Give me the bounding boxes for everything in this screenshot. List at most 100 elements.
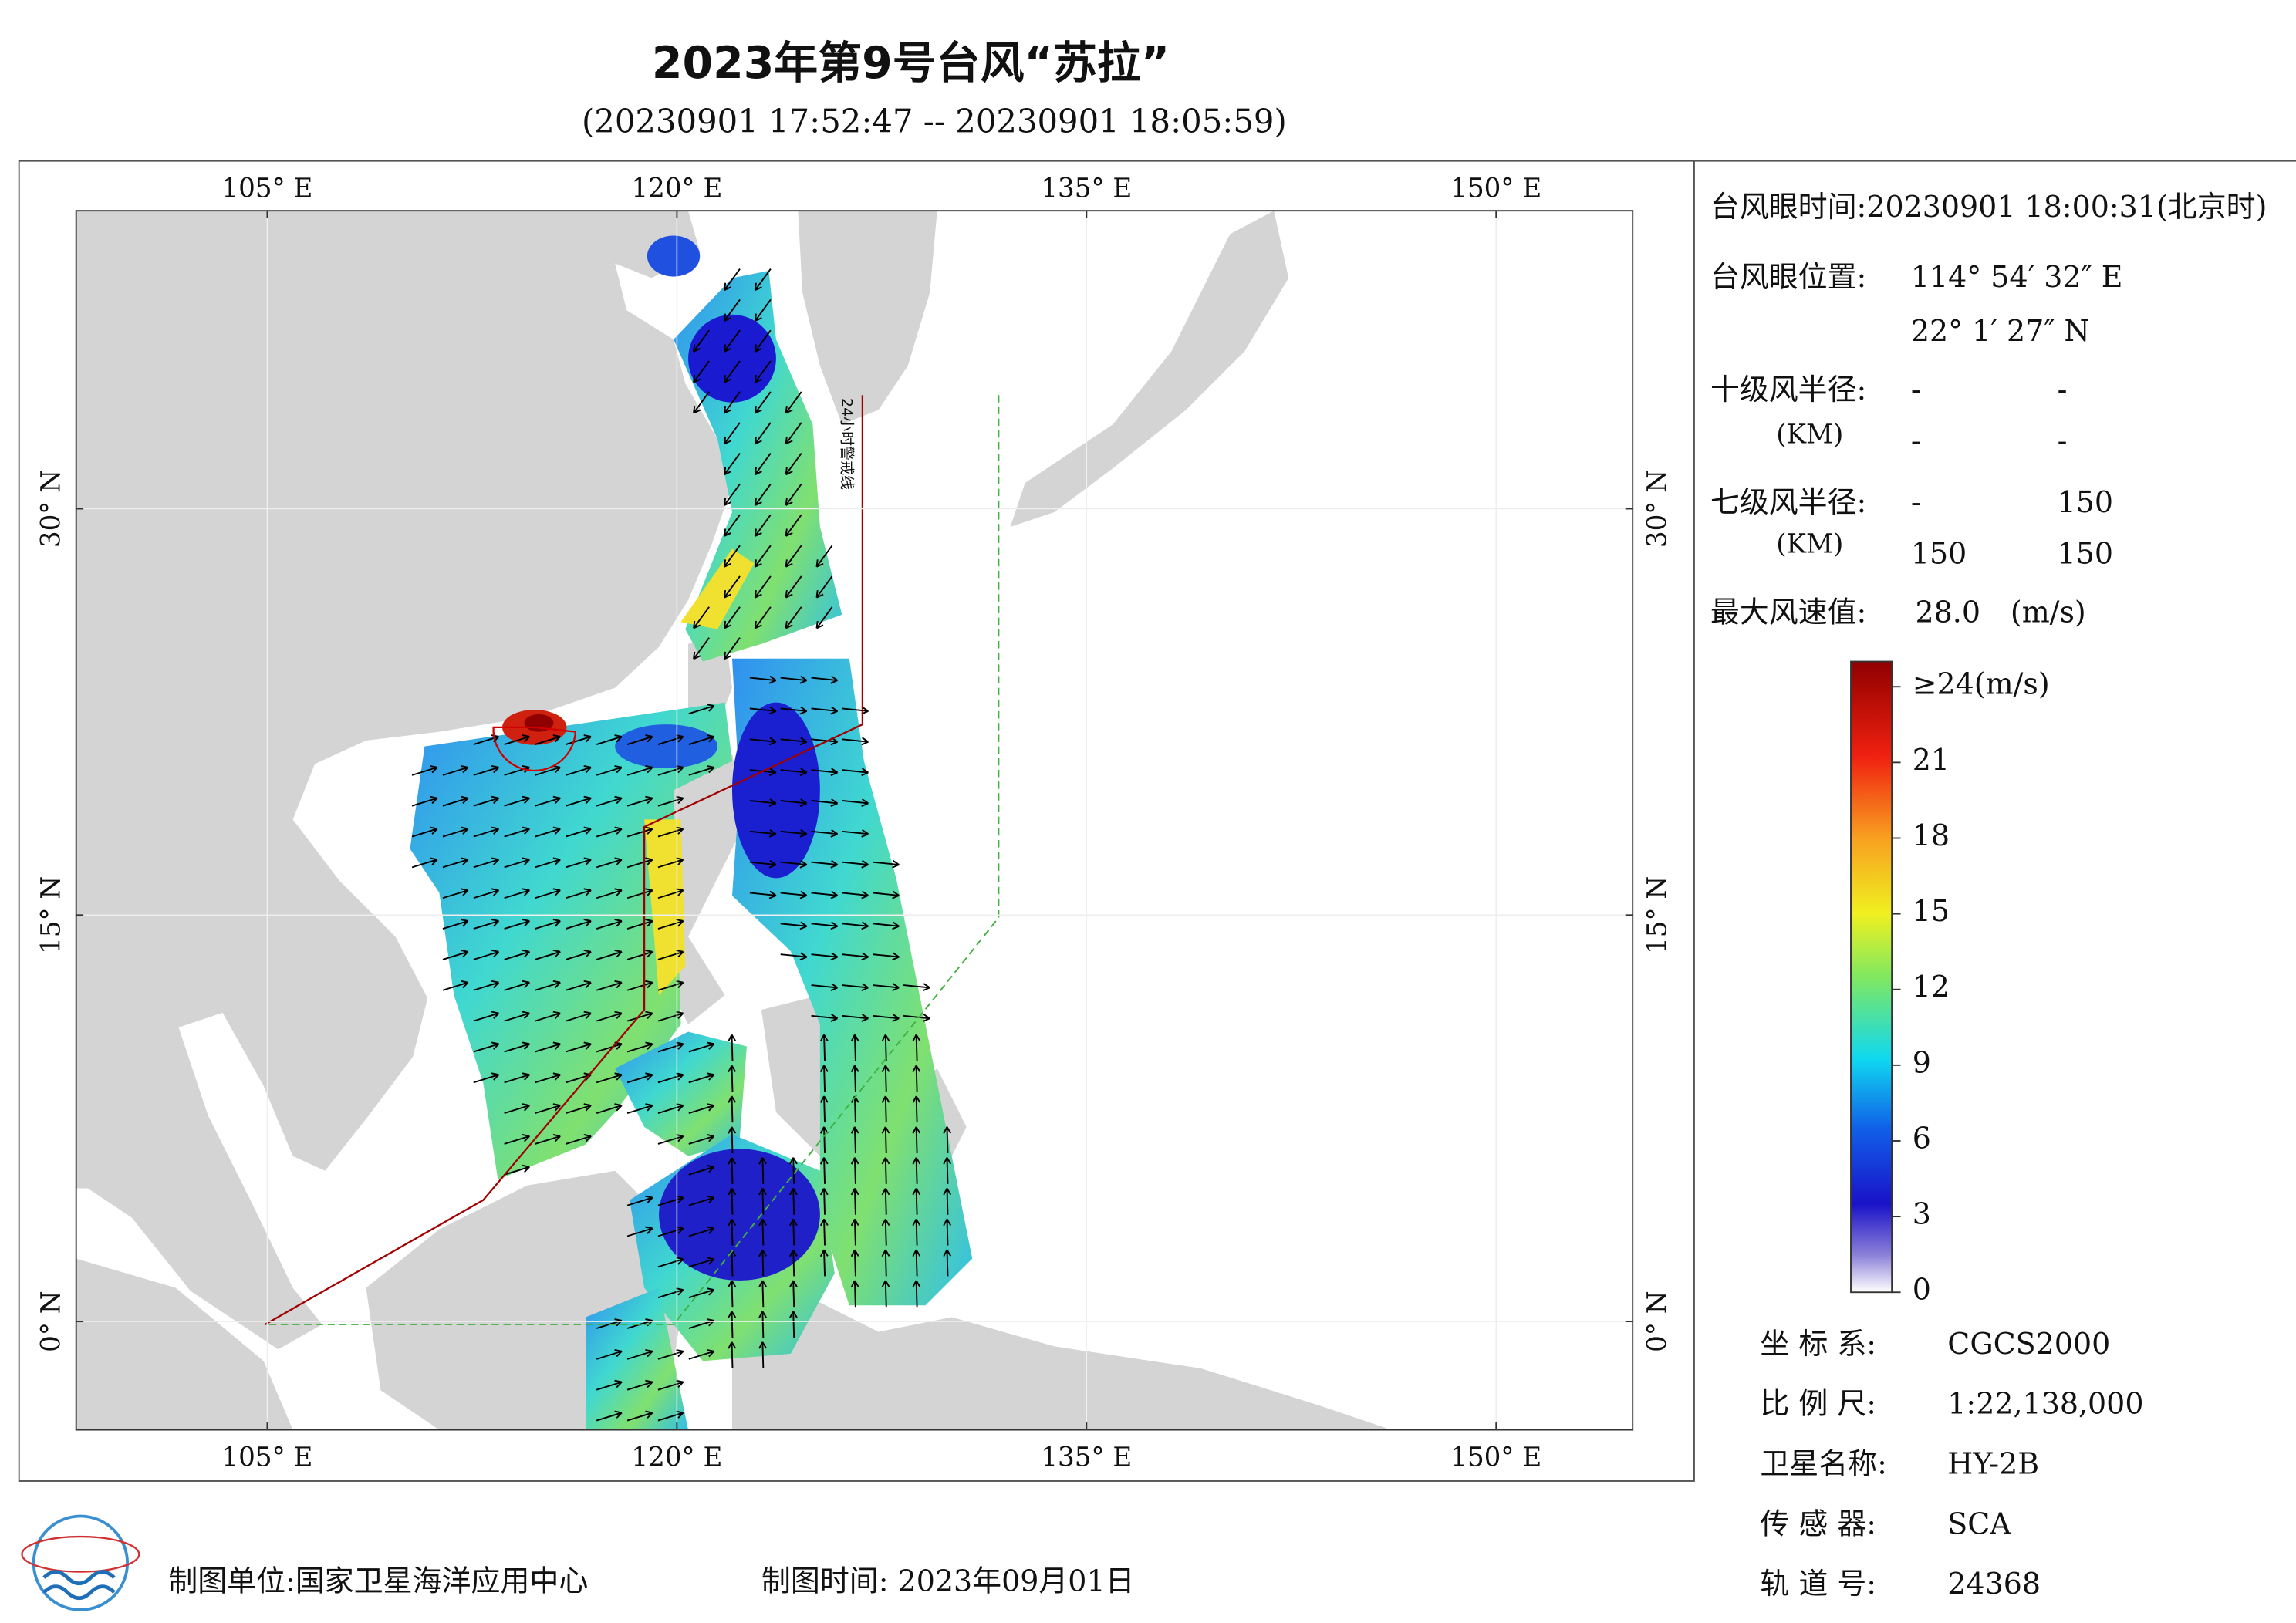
wind-arrow xyxy=(723,268,741,292)
wind-arrow xyxy=(504,888,530,899)
wind-arrow xyxy=(842,1014,869,1022)
wind-arrow xyxy=(596,1011,623,1022)
wind-arrow xyxy=(780,675,808,684)
wind-arrow xyxy=(535,857,561,869)
wind-arrow xyxy=(504,1103,530,1115)
wind-arrow xyxy=(442,795,469,807)
wind-arrow xyxy=(758,1280,767,1308)
wind-arrow xyxy=(912,1249,921,1277)
wind-arrow xyxy=(626,1410,653,1422)
wind-arrow xyxy=(749,890,777,899)
wind-arrow xyxy=(566,980,592,991)
logo-wave xyxy=(42,1570,116,1601)
wind-arrow xyxy=(535,1011,561,1022)
wind-arrow xyxy=(535,734,561,745)
wind-arrow xyxy=(626,980,653,991)
wind-arrow xyxy=(596,919,623,930)
meta-label: 轨 道 号: xyxy=(1760,1567,1876,1601)
wind-arrow xyxy=(566,888,592,899)
wind-radius xyxy=(492,726,577,772)
wind-arrow xyxy=(442,980,469,991)
wind-arrow xyxy=(473,919,500,930)
wind-arrow xyxy=(626,1011,653,1022)
y-tick-label: 0° N xyxy=(35,1291,66,1352)
wind-arrow xyxy=(723,453,741,476)
wind-arrow xyxy=(473,888,500,899)
wind-arrow xyxy=(411,826,438,838)
logo-orbit xyxy=(21,1535,140,1573)
wind-arrow xyxy=(754,483,772,506)
wind-arrow xyxy=(688,1041,715,1053)
wind-arrow xyxy=(749,737,777,746)
wind-arrow xyxy=(535,919,561,930)
wind-arrow xyxy=(626,764,653,776)
y-tick-label: 30° N xyxy=(35,470,66,548)
wind-arrow xyxy=(811,983,839,991)
wind-arrow xyxy=(596,857,623,869)
wind-arrow xyxy=(881,1095,890,1123)
wind-arrow xyxy=(596,888,623,899)
wind-arrow xyxy=(811,706,839,715)
footer-unit: 制图单位:国家卫星海洋应用中心 xyxy=(168,1564,588,1598)
colorbar-label: 9 xyxy=(1913,1045,1931,1079)
wind-arrow xyxy=(754,299,772,322)
wind-arrow xyxy=(411,857,438,869)
wind-arrow xyxy=(596,1103,623,1115)
wind-arrow xyxy=(785,483,802,506)
wind-arrow xyxy=(723,391,741,414)
wind-arrow xyxy=(815,606,833,629)
value: 150 xyxy=(2058,485,2113,519)
wind-arrow xyxy=(758,1249,767,1277)
wind-arrow xyxy=(473,795,500,807)
wind-arrow xyxy=(596,1410,623,1422)
wind-arrow xyxy=(688,764,715,776)
wind-arrow xyxy=(728,1311,737,1338)
x-tick-label: 120° E xyxy=(631,1442,722,1473)
wind-arrow xyxy=(943,1126,952,1154)
wind-arrow xyxy=(881,1034,890,1061)
wind-arrow xyxy=(688,1287,715,1299)
wind-arrow xyxy=(850,1280,859,1308)
wind-arrow xyxy=(815,545,833,568)
wind-arrow xyxy=(881,1188,890,1215)
wind-arrow xyxy=(596,950,623,960)
wind-arrow xyxy=(566,734,592,745)
wind-arrow xyxy=(749,829,777,838)
wind-arrow xyxy=(758,1311,767,1338)
label: 台风眼位置: xyxy=(1710,260,1867,294)
meta-label: 传 感 器: xyxy=(1760,1507,1876,1540)
wind-arrow xyxy=(850,1126,859,1154)
wind-arrow xyxy=(626,795,653,807)
wind-arrow xyxy=(811,768,839,777)
x-tick-label: 120° E xyxy=(631,174,722,204)
wind-arrow xyxy=(749,675,777,684)
colorbar xyxy=(1850,660,1893,1294)
eye-time: 台风眼时间:20230901 18:00:31(北京时) xyxy=(1710,190,2267,224)
label: (KM) xyxy=(1776,529,1843,560)
wind-arrow xyxy=(535,1041,561,1053)
wind-arrow xyxy=(912,1126,921,1154)
wind-arrow xyxy=(504,1041,530,1053)
value: 22° 1′ 27″ N xyxy=(1911,314,2090,348)
wind-arrow xyxy=(819,1157,829,1184)
wind-arrow xyxy=(723,483,741,506)
wind-arrow xyxy=(535,888,561,899)
wind-arrow xyxy=(566,764,592,776)
wind-arrow xyxy=(912,1188,921,1215)
wind-arrow xyxy=(785,575,802,599)
wind-arrow xyxy=(626,1103,653,1115)
colorbar-label: 15 xyxy=(1913,894,1950,928)
wind-arrow xyxy=(780,706,808,715)
wind-arrow xyxy=(596,1072,623,1084)
wind-arrow xyxy=(723,575,741,599)
wind-arrow xyxy=(758,1341,767,1368)
meta-label: 坐 标 系: xyxy=(1760,1327,1876,1361)
wind-arrow xyxy=(881,1157,890,1184)
wind-arrow xyxy=(811,952,839,961)
wind-arrow xyxy=(473,1072,500,1084)
colorbar-label: ≥24(m/s) xyxy=(1913,667,2050,701)
wind-arrow xyxy=(811,798,839,807)
wind-arrow xyxy=(850,1157,859,1184)
wind-arrow xyxy=(811,921,839,930)
